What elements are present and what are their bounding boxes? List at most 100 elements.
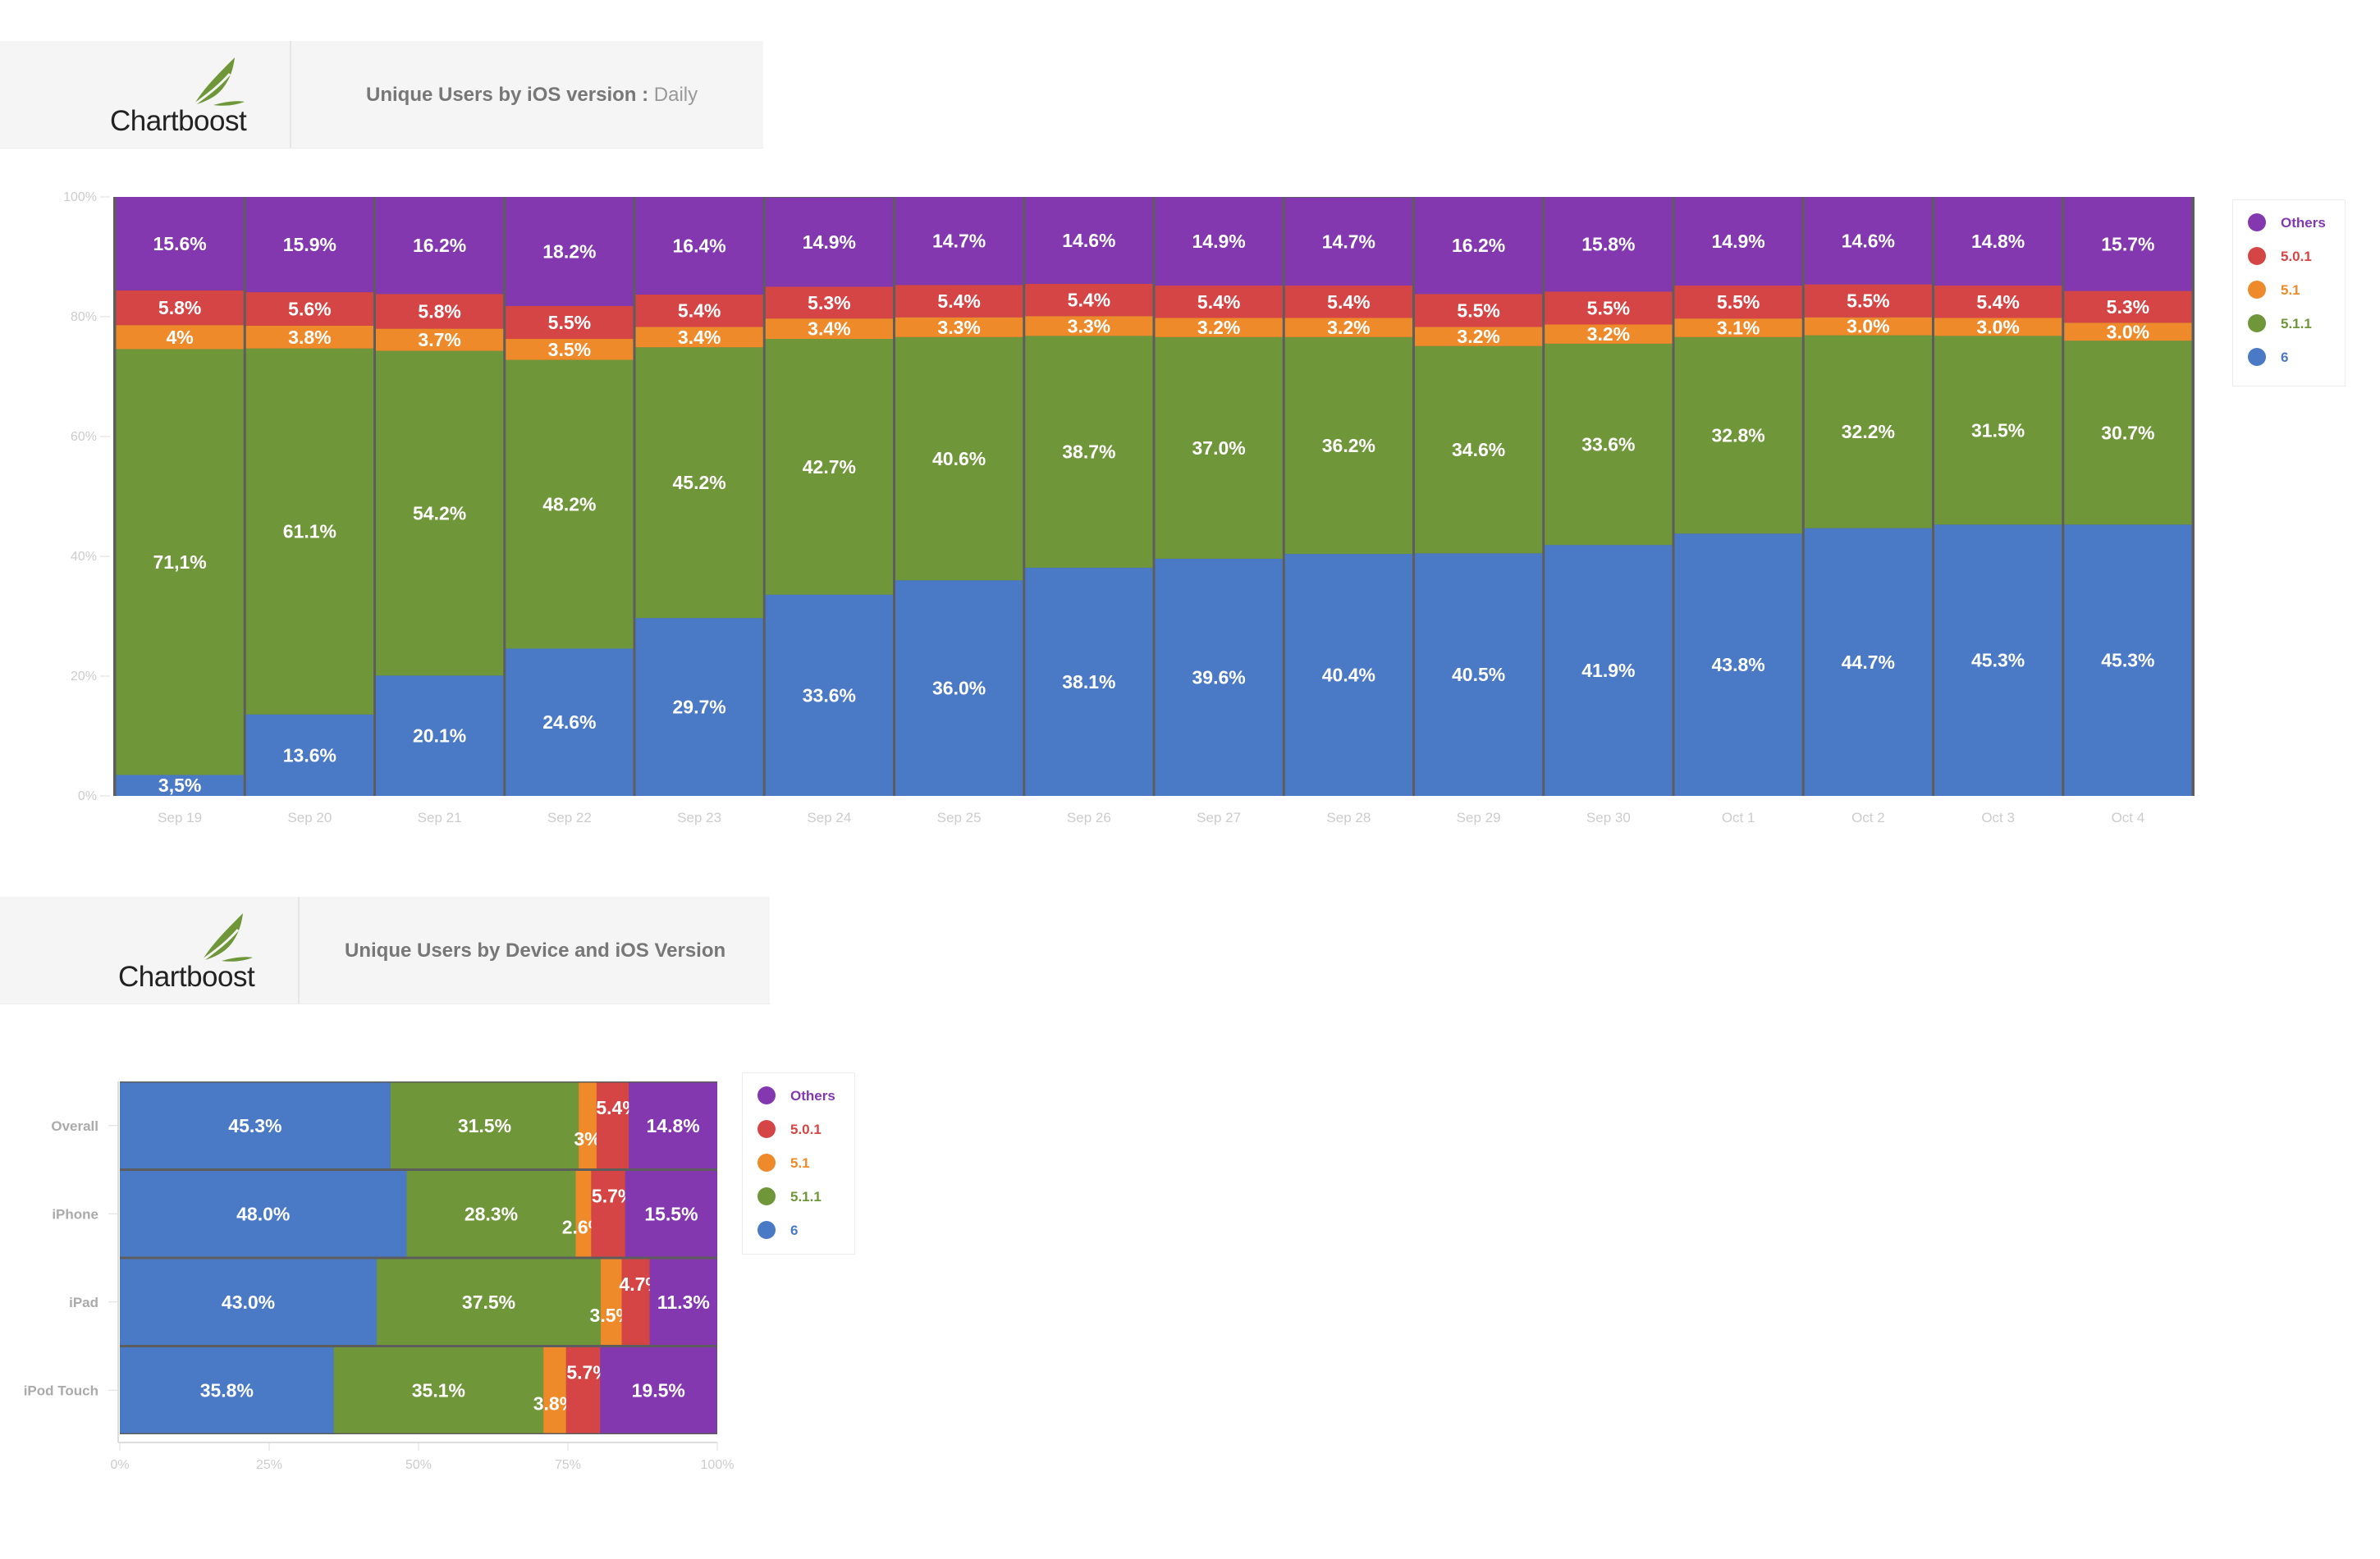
bar-segment-5-1-sep-27 (1155, 318, 1283, 337)
bar-segment-6-oct-4 (2064, 524, 2192, 796)
bar-segment-5-1-1-sep-21 (376, 350, 504, 676)
data-label-5-1-sep-25: 3.3% (937, 317, 980, 338)
data-label-5-0-1-sep-21: 5.8% (418, 300, 460, 322)
data-label-others-sep-26: 14.6% (1062, 230, 1115, 251)
x-tick-label: Sep 24 (807, 810, 851, 825)
data-label-5-0-1-oct-2: 5.5% (1847, 290, 1889, 312)
data-label-5-1-sep-20: 3.8% (288, 327, 331, 348)
bar-segment-others-ipad (649, 1259, 717, 1345)
bar-segment-5-1-1-sep-29 (1415, 345, 1543, 554)
chart1-title-period: Daily (653, 84, 698, 106)
legend-label: Others (2281, 215, 2326, 231)
legend-label: 5.1 (790, 1155, 810, 1171)
bar-segment-5-1-oct-2 (1804, 317, 1932, 336)
data-label-5-0-1-sep-28: 5.4% (1327, 291, 1370, 313)
bar-segment-6-ipod-touch (120, 1347, 334, 1433)
bar-segment-5-0-1-overall (596, 1082, 629, 1168)
data-label-5-1-sep-24: 3.4% (808, 318, 850, 340)
bar-segment-others-sep-21 (376, 197, 504, 295)
bar-segment-5-1-sep-22 (506, 339, 634, 360)
bar-segment-others-sep-23 (635, 197, 763, 295)
chart2-legend-item-5-0-1[interactable]: 5.0.1 (743, 1117, 854, 1141)
chart1-legend-item-5-1-1[interactable]: 5.1.1 (2233, 311, 2345, 336)
legend-label: 5.1 (2281, 282, 2300, 298)
x-tick-label: 0% (110, 1458, 129, 1472)
bar-segment-5-1-1-oct-4 (2064, 341, 2192, 525)
chart2-legend-item-others[interactable]: Others (743, 1083, 854, 1108)
bar-segment-6-sep-24 (765, 594, 893, 796)
data-label-others-sep-21: 16.2% (413, 235, 466, 256)
y-tick-label: 40% (71, 550, 97, 564)
x-tick-label: Sep 25 (937, 810, 982, 825)
x-tick-label: 25% (256, 1458, 282, 1472)
legend-dot-icon (757, 1086, 776, 1104)
legend-dot-icon (757, 1120, 776, 1138)
data-label-5-1-1-ipod-touch: 35.1% (412, 1379, 465, 1401)
bar-segment-others-oct-1 (1674, 197, 1802, 286)
chart2-legend-item-6[interactable]: 6 (743, 1218, 854, 1242)
data-label-5-1-1-sep-21: 54.2% (413, 502, 466, 523)
bar-segment-6-iphone (120, 1171, 407, 1257)
bar-segment-6-oct-1 (1674, 533, 1802, 796)
legend-dot-icon (2248, 281, 2266, 299)
chart1-legend-item-6[interactable]: 6 (2233, 345, 2345, 369)
bar-segment-5-1-1-oct-3 (1934, 336, 2062, 525)
data-label-5-1-sep-22: 3.5% (548, 339, 591, 360)
y-tick-label: 60% (71, 430, 97, 444)
data-label-others-sep-28: 14.7% (1322, 231, 1375, 252)
bar-segment-5-1-1-overall (390, 1082, 579, 1168)
data-label-5-1-oct-4: 3.0% (2107, 321, 2149, 342)
bar-segment-others-overall (629, 1082, 717, 1168)
data-label-6-ipad: 43.0% (222, 1292, 275, 1313)
data-label-5-1-1-oct-1: 32.8% (1712, 425, 1765, 446)
x-tick-label: Oct 4 (2112, 810, 2145, 825)
bar-segment-5-1-1-iphone (406, 1171, 576, 1257)
data-label-5-1-sep-30: 3.2% (1587, 323, 1630, 345)
bar-segment-6-sep-22 (506, 648, 634, 796)
bar-segment-5-1-1-ipad (377, 1259, 602, 1345)
data-label-5-0-1-sep-25: 5.4% (937, 290, 980, 312)
data-label-6-sep-27: 39.6% (1192, 666, 1246, 688)
bar-segment-5-1-sep-29 (1415, 327, 1543, 346)
chart1-legend-item-others[interactable]: Others (2233, 210, 2345, 235)
data-label-5-0-1-oct-3: 5.4% (1976, 291, 2019, 313)
x-tick-label: Sep 30 (1586, 810, 1631, 825)
x-tick-label: 50% (405, 1458, 432, 1472)
legend-dot-icon (2248, 314, 2266, 332)
bar-segment-5-0-1-oct-3 (1934, 286, 2062, 318)
bar-segment-5-0-1-oct-4 (2064, 290, 2192, 323)
chart1-header: Chartboost Unique Users by iOS version :… (0, 41, 763, 149)
bar-segment-5-1-sep-19 (116, 325, 244, 350)
data-label-5-1-1-sep-27: 37.0% (1192, 437, 1246, 459)
chart2-legend-item-5-1[interactable]: 5.1 (743, 1150, 854, 1175)
ios-version-daily-chart: 0% 20% 40% 60% 80% 100% 3,5% 71,1% 4% 5.8% 15.6% Se… (63, 190, 2195, 825)
chartboost-logo: Chartboost (107, 53, 254, 137)
bar-segment-5-1-1-sep-19 (116, 349, 244, 775)
bar-segment-5-1-1-sep-28 (1284, 336, 1412, 555)
y-tick-label: 20% (71, 670, 97, 683)
chart2-title-main: Unique Users by Device and iOS Version (345, 940, 726, 962)
data-label-5-1-1-sep-25: 40.6% (932, 448, 986, 469)
data-label-6-oct-1: 43.8% (1712, 654, 1765, 675)
data-label-6-sep-30: 41.9% (1581, 660, 1635, 681)
legend-dot-icon (757, 1187, 776, 1205)
bar-segment-6-sep-23 (635, 618, 763, 796)
legend-label: 6 (2281, 350, 2289, 365)
bar-segment-others-sep-27 (1155, 197, 1283, 286)
chart2-legend-item-5-1-1[interactable]: 5.1.1 (743, 1184, 854, 1209)
bar-segment-5-1-ipad (601, 1259, 622, 1345)
y-tick-label: iPod Touch (24, 1383, 98, 1398)
bar-segment-6-sep-19 (116, 775, 244, 796)
bar-segment-5-0-1-sep-19 (116, 290, 244, 326)
chart1-legend-item-5-0-1[interactable]: 5.0.1 (2233, 244, 2345, 268)
chart1-legend-item-5-1[interactable]: 5.1 (2233, 277, 2345, 302)
bar-segment-5-1-sep-28 (1284, 318, 1412, 337)
legend-dot-icon (757, 1154, 776, 1172)
bar-segment-5-1-1-ipod-touch (333, 1347, 544, 1433)
bar-segment-5-0-1-sep-28 (1284, 286, 1412, 318)
data-label-5-1-1-sep-19: 71,1% (153, 551, 207, 573)
data-label-5-1-sep-26: 3.3% (1068, 315, 1110, 336)
y-tick-label: iPad (69, 1295, 98, 1310)
data-label-5-1-sep-23: 3.4% (678, 327, 721, 348)
data-label-5-1-oct-2: 3.0% (1847, 316, 1889, 337)
